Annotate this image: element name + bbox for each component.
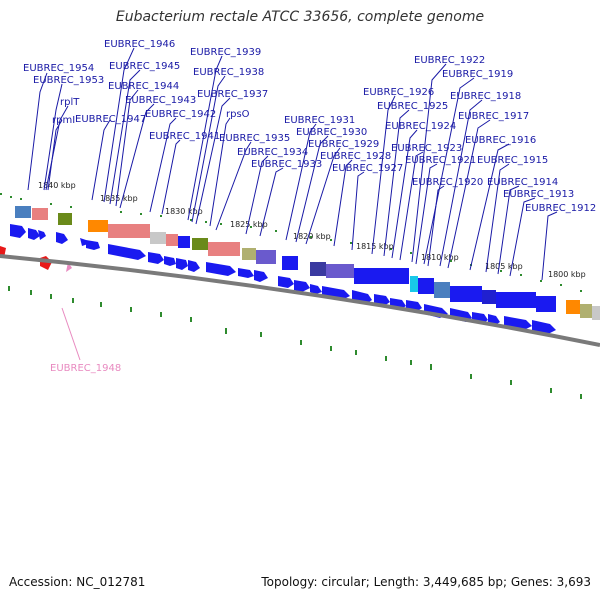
feature-box <box>58 213 72 225</box>
gene-label: EUBREC_1916 <box>465 135 536 146</box>
scale-tick-label: 1825 kbp <box>230 220 268 229</box>
gene-label: EUBREC_1943 <box>125 95 196 106</box>
genome-backbone <box>0 254 600 347</box>
scale-tick-label: 1820 kbp <box>293 232 331 241</box>
gene-label: rplT <box>60 97 80 108</box>
outer-tick-ring <box>0 193 582 292</box>
feature-box <box>496 292 536 308</box>
gene-label: EUBREC_1915 <box>477 155 548 166</box>
feature-box <box>150 232 166 244</box>
gene-label: EUBREC_1942 <box>145 109 216 120</box>
gene-label: EUBREC_1920 <box>412 177 483 188</box>
gene-label: EUBREC_1913 <box>503 189 574 200</box>
feature-box <box>15 206 31 218</box>
genome-stats-text: Topology: circular; Length: 3,449,685 bp… <box>261 575 591 589</box>
feature-box <box>282 256 298 270</box>
feature-box <box>482 290 496 304</box>
feature-box <box>580 304 592 318</box>
feature-boxes <box>15 206 600 320</box>
gene-labels: EUBREC_1954 EUBREC_1953 rplT rpmI EUBREC… <box>23 39 596 374</box>
feature-box <box>256 250 276 264</box>
scale-tick-label: 1815 kbp <box>356 242 394 251</box>
gene-label: EUBREC_1929 <box>308 139 379 150</box>
gene-label: EUBREC_1938 <box>193 67 264 78</box>
pink-leader-line <box>61 307 81 361</box>
feature-box <box>566 300 580 314</box>
gene-label: EUBREC_1934 <box>237 147 308 158</box>
gene-label: rpsO <box>226 109 250 120</box>
feature-box <box>192 238 208 250</box>
gene-label: EUBREC_1912 <box>525 203 596 214</box>
gene-label: EUBREC_1937 <box>197 89 268 100</box>
gene-label: EUBREC_1953 <box>33 75 104 86</box>
scale-ticks: 1840 kbp 1835 kbp 1830 kbp 1825 kbp 1820… <box>38 181 586 279</box>
gene-label: EUBREC_1947 <box>75 114 146 125</box>
map-title: Eubacterium rectale ATCC 33656, complete… <box>115 9 485 25</box>
gene-label: EUBREC_1925 <box>377 101 448 112</box>
gene-label: EUBREC_1933 <box>251 159 322 170</box>
scale-tick-label: 1810 kbp <box>421 253 459 262</box>
gene-label: EUBREC_1919 <box>442 69 513 80</box>
cds-arrows <box>10 224 556 334</box>
gene-label: EUBREC_1941 <box>149 131 220 142</box>
gene-label: EUBREC_1946 <box>104 39 175 50</box>
feature-box <box>354 268 409 284</box>
gene-label: EUBREC_1926 <box>363 87 434 98</box>
gene-label: EUBREC_1918 <box>450 91 521 102</box>
gene-label-pink: EUBREC_1948 <box>50 363 121 374</box>
scale-tick-label: 1800 kbp <box>548 270 586 279</box>
feature-box <box>166 234 178 246</box>
feature-box <box>310 262 326 276</box>
gene-label: rpmI <box>52 115 75 126</box>
gene-label: EUBREC_1924 <box>385 121 456 132</box>
scale-tick-label: 1805 kbp <box>485 262 523 271</box>
gene-label: EUBREC_1927 <box>332 163 403 174</box>
feature-box <box>434 282 450 298</box>
feature-box <box>592 306 600 320</box>
gene-label: EUBREC_1914 <box>487 177 558 188</box>
feature-box <box>326 264 354 278</box>
gene-label: EUBREC_1954 <box>23 63 94 74</box>
gene-label: EUBREC_1945 <box>109 61 180 72</box>
leader-lines <box>27 47 558 281</box>
gene-label: EUBREC_1917 <box>458 111 529 122</box>
inner-tick-ring <box>8 286 582 399</box>
feature-box <box>242 248 256 260</box>
scale-tick-label: 1835 kbp <box>100 194 138 203</box>
feature-box <box>108 224 150 238</box>
feature-box <box>178 236 190 248</box>
gene-label: EUBREC_1922 <box>414 55 485 66</box>
gene-label: EUBREC_1939 <box>190 47 261 58</box>
scale-tick-label: 1840 kbp <box>38 181 76 190</box>
gene-label: EUBREC_1935 <box>219 133 290 144</box>
feature-box <box>450 286 482 302</box>
accession-text: Accession: NC_012781 <box>9 575 146 589</box>
feature-box <box>418 278 434 294</box>
feature-box <box>410 276 418 292</box>
feature-box <box>536 296 556 312</box>
gene-label: EUBREC_1923 <box>391 143 462 154</box>
gene-label: EUBREC_1928 <box>320 151 391 162</box>
feature-box <box>32 208 48 220</box>
feature-box <box>208 242 240 256</box>
scale-tick-label: 1830 kbp <box>165 207 203 216</box>
gene-label: EUBREC_1930 <box>296 127 367 138</box>
gene-label: EUBREC_1921 <box>405 155 476 166</box>
feature-box <box>88 220 108 232</box>
gene-label: EUBREC_1931 <box>284 115 355 126</box>
gene-label: EUBREC_1944 <box>108 81 179 92</box>
